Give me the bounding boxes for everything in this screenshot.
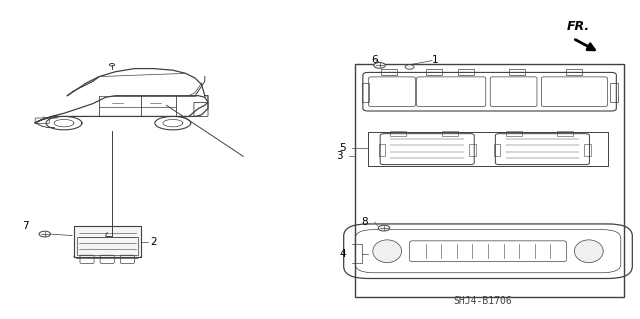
- Circle shape: [374, 63, 385, 68]
- Bar: [610, 83, 618, 102]
- Bar: [506, 131, 522, 136]
- Text: 7: 7: [22, 221, 29, 231]
- Polygon shape: [74, 226, 141, 257]
- Text: 4: 4: [339, 249, 346, 259]
- Ellipse shape: [372, 240, 402, 263]
- Bar: [557, 131, 573, 136]
- Bar: [566, 69, 582, 75]
- Bar: [368, 132, 608, 166]
- Bar: [379, 144, 385, 156]
- Text: 5: 5: [339, 143, 346, 153]
- Bar: [509, 69, 525, 75]
- Bar: [355, 64, 624, 297]
- Text: 2: 2: [150, 237, 157, 247]
- Bar: [362, 83, 369, 102]
- Bar: [584, 144, 591, 156]
- Text: 8: 8: [362, 217, 368, 227]
- Text: 3: 3: [336, 151, 342, 161]
- Ellipse shape: [575, 240, 603, 263]
- Bar: [426, 69, 442, 75]
- Bar: [469, 144, 476, 156]
- Bar: [442, 131, 458, 136]
- Text: 6: 6: [371, 55, 378, 65]
- Text: FR.: FR.: [566, 20, 589, 33]
- Text: SHJ4-B1706: SHJ4-B1706: [454, 296, 513, 306]
- Bar: [77, 237, 138, 255]
- Circle shape: [39, 231, 51, 237]
- Bar: [381, 69, 397, 75]
- Circle shape: [378, 225, 390, 231]
- Bar: [494, 144, 500, 156]
- Text: 1: 1: [432, 55, 438, 65]
- Bar: [458, 69, 474, 75]
- Circle shape: [405, 65, 414, 69]
- Bar: [390, 131, 406, 136]
